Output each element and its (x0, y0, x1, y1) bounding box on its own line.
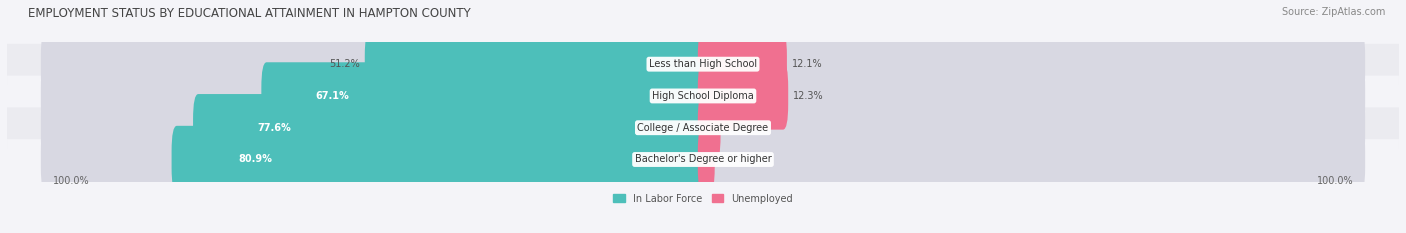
FancyBboxPatch shape (697, 126, 714, 193)
Legend: In Labor Force, Unemployed: In Labor Force, Unemployed (609, 190, 797, 208)
FancyBboxPatch shape (697, 126, 1365, 193)
Text: 1.0%: 1.0% (720, 154, 744, 164)
Text: High School Diploma: High School Diploma (652, 91, 754, 101)
Text: 100.0%: 100.0% (1317, 176, 1354, 186)
Text: 1.9%: 1.9% (725, 123, 749, 133)
FancyBboxPatch shape (7, 107, 1399, 148)
FancyBboxPatch shape (7, 139, 1399, 180)
FancyBboxPatch shape (262, 62, 709, 130)
Text: 12.3%: 12.3% (793, 91, 824, 101)
FancyBboxPatch shape (697, 62, 1365, 130)
FancyBboxPatch shape (697, 31, 787, 98)
FancyBboxPatch shape (7, 44, 1399, 85)
FancyBboxPatch shape (41, 62, 709, 130)
FancyBboxPatch shape (697, 94, 1365, 161)
Text: Less than High School: Less than High School (650, 59, 756, 69)
Text: 12.1%: 12.1% (792, 59, 823, 69)
Text: 51.2%: 51.2% (329, 59, 360, 69)
Text: 80.9%: 80.9% (239, 154, 273, 164)
FancyBboxPatch shape (193, 94, 709, 161)
FancyBboxPatch shape (172, 126, 709, 193)
FancyBboxPatch shape (7, 76, 1399, 116)
FancyBboxPatch shape (41, 31, 709, 98)
Text: Bachelor's Degree or higher: Bachelor's Degree or higher (634, 154, 772, 164)
Text: College / Associate Degree: College / Associate Degree (637, 123, 769, 133)
Text: EMPLOYMENT STATUS BY EDUCATIONAL ATTAINMENT IN HAMPTON COUNTY: EMPLOYMENT STATUS BY EDUCATIONAL ATTAINM… (28, 7, 471, 20)
Text: 100.0%: 100.0% (52, 176, 89, 186)
FancyBboxPatch shape (41, 126, 709, 193)
FancyBboxPatch shape (697, 62, 789, 130)
FancyBboxPatch shape (41, 94, 709, 161)
Text: Source: ZipAtlas.com: Source: ZipAtlas.com (1281, 7, 1385, 17)
Text: 77.6%: 77.6% (257, 123, 291, 133)
FancyBboxPatch shape (697, 31, 1365, 98)
FancyBboxPatch shape (364, 31, 709, 98)
Text: 67.1%: 67.1% (315, 91, 349, 101)
FancyBboxPatch shape (697, 94, 720, 161)
